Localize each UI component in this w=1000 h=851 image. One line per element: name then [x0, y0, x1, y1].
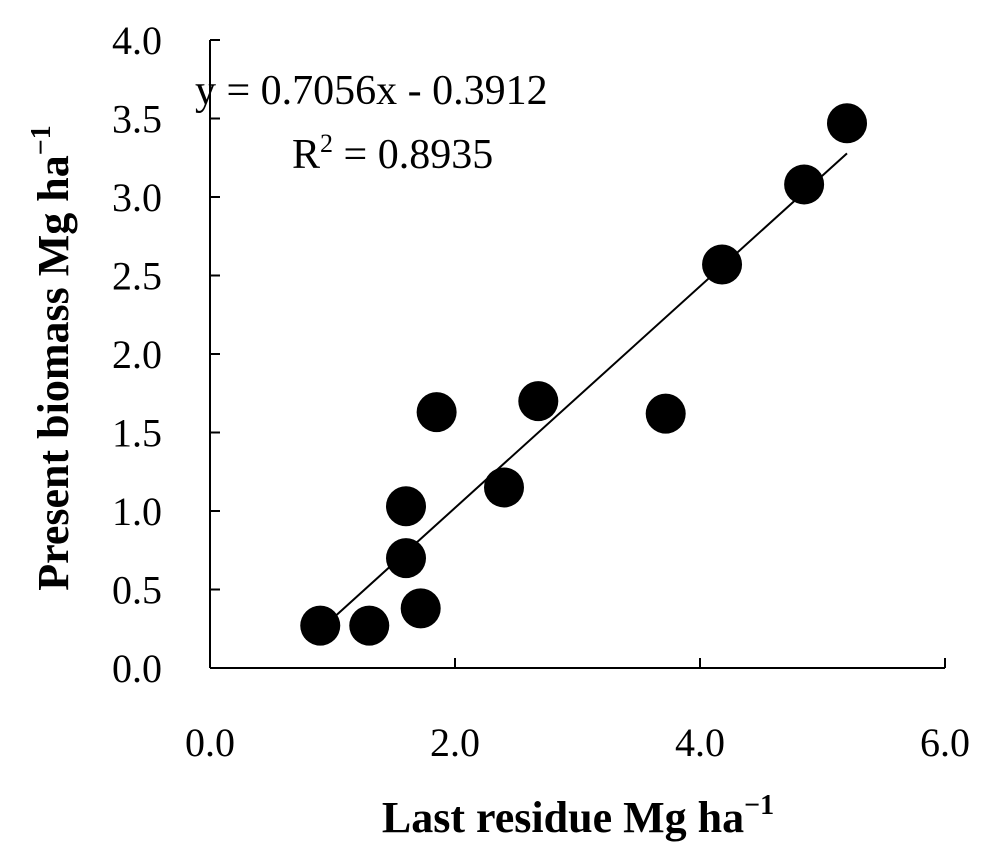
data-point	[386, 486, 426, 527]
x-tick-label: 6.0	[920, 720, 970, 765]
data-point	[784, 164, 825, 205]
x-tick-label: 2.0	[430, 720, 480, 765]
r-squared-superscript: 2	[320, 129, 333, 158]
data-point	[702, 244, 743, 285]
y-tick-label: 2.0	[112, 332, 162, 377]
x-ticks: 0.0 2.0 4.0 6.0	[185, 658, 970, 765]
data-point	[827, 103, 867, 144]
data-point	[386, 538, 426, 579]
x-tick-label: 4.0	[675, 720, 725, 765]
x-tick-label: 0.0	[185, 720, 235, 765]
y-tick-label: 1.0	[112, 489, 162, 534]
y-ticks: 0.0 0.5 1.0 1.5 2.0 2.5 3.0 3.5 4.0	[112, 18, 220, 691]
x-axis-title: Last residue Mg ha−1	[382, 790, 774, 842]
y-axis-title: Present biomass Mg ha−1	[26, 125, 78, 590]
data-point	[349, 605, 390, 646]
y-tick-label: 0.5	[112, 568, 162, 613]
y-tick-label: 1.5	[112, 411, 162, 456]
data-points	[300, 103, 867, 646]
data-point	[645, 393, 686, 434]
y-tick-label: 0.0	[112, 646, 162, 691]
y-tick-label: 3.5	[112, 97, 162, 142]
equation-label: y = 0.7056x - 0.3912	[195, 68, 548, 114]
data-point	[400, 588, 441, 629]
data-point	[484, 467, 524, 508]
data-point	[518, 381, 559, 422]
y-tick-label: 4.0	[112, 18, 162, 63]
r-squared-label: R2 = 0.8935	[292, 129, 493, 178]
data-point	[300, 605, 341, 646]
data-point	[416, 392, 457, 433]
y-tick-label: 3.0	[112, 175, 162, 220]
y-tick-label: 2.5	[112, 254, 162, 299]
